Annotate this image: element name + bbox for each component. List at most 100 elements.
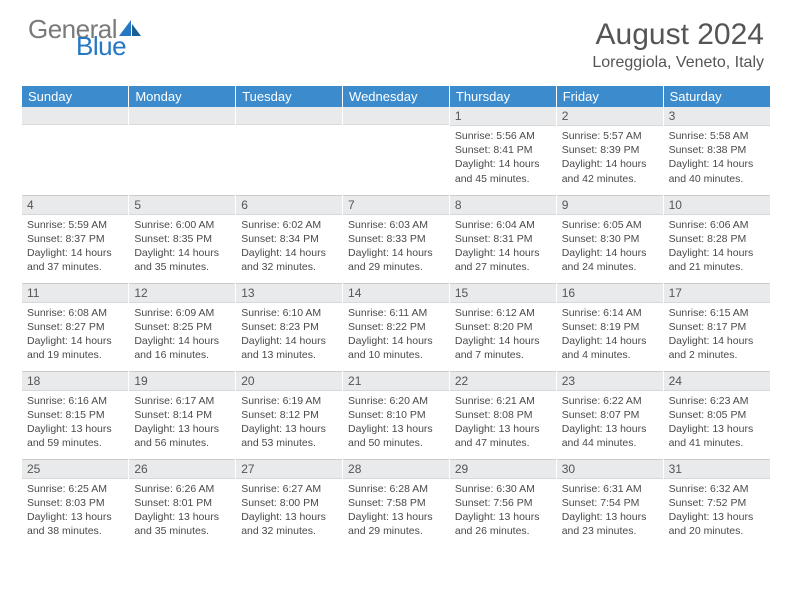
day-body: Sunrise: 6:21 AMSunset: 8:08 PMDaylight:… (450, 391, 556, 456)
day-line: Sunset: 8:31 PM (455, 232, 551, 246)
week-row: 4Sunrise: 5:59 AMSunset: 8:37 PMDaylight… (22, 195, 770, 283)
day-line: Sunrise: 5:57 AM (562, 129, 658, 143)
calendar-body: 1Sunrise: 5:56 AMSunset: 8:41 PMDaylight… (22, 107, 770, 547)
day-number: 15 (450, 284, 556, 303)
day-line: Daylight: 14 hours and 29 minutes. (348, 246, 444, 274)
day-line: Daylight: 14 hours and 45 minutes. (455, 157, 551, 185)
day-line: Sunrise: 6:02 AM (241, 218, 337, 232)
day-line: Sunset: 7:54 PM (562, 496, 658, 510)
day-line: Daylight: 13 hours and 41 minutes. (669, 422, 765, 450)
day-number: 6 (236, 196, 342, 215)
day-line: Daylight: 14 hours and 35 minutes. (134, 246, 230, 274)
day-line: Daylight: 14 hours and 7 minutes. (455, 334, 551, 362)
day-line: Sunrise: 6:10 AM (241, 306, 337, 320)
day-line: Sunset: 8:14 PM (134, 408, 230, 422)
day-line: Daylight: 14 hours and 13 minutes. (241, 334, 337, 362)
day-cell: 24Sunrise: 6:23 AMSunset: 8:05 PMDayligh… (663, 371, 770, 459)
day-cell: 22Sunrise: 6:21 AMSunset: 8:08 PMDayligh… (449, 371, 556, 459)
day-cell: 31Sunrise: 6:32 AMSunset: 7:52 PMDayligh… (663, 459, 770, 547)
day-line: Daylight: 14 hours and 10 minutes. (348, 334, 444, 362)
day-line: Sunset: 7:58 PM (348, 496, 444, 510)
day-cell (129, 107, 236, 195)
day-line: Sunrise: 6:17 AM (134, 394, 230, 408)
day-number: 19 (129, 372, 235, 391)
day-line: Sunrise: 6:12 AM (455, 306, 551, 320)
day-cell: 16Sunrise: 6:14 AMSunset: 8:19 PMDayligh… (556, 283, 663, 371)
day-line: Sunrise: 6:14 AM (562, 306, 658, 320)
day-line: Sunrise: 5:58 AM (669, 129, 765, 143)
day-line: Daylight: 14 hours and 2 minutes. (669, 334, 765, 362)
day-body: Sunrise: 6:14 AMSunset: 8:19 PMDaylight:… (557, 303, 663, 368)
day-line: Sunset: 8:41 PM (455, 143, 551, 157)
logo: General Blue (28, 18, 143, 59)
logo-part2: Blue (76, 35, 143, 58)
day-line: Sunrise: 6:27 AM (241, 482, 337, 496)
day-line: Daylight: 14 hours and 27 minutes. (455, 246, 551, 274)
day-number: 25 (22, 460, 128, 479)
day-cell (343, 107, 450, 195)
day-line: Sunrise: 6:00 AM (134, 218, 230, 232)
day-cell: 4Sunrise: 5:59 AMSunset: 8:37 PMDaylight… (22, 195, 129, 283)
day-number: 29 (450, 460, 556, 479)
day-body: Sunrise: 6:32 AMSunset: 7:52 PMDaylight:… (664, 479, 770, 544)
day-header: Monday (129, 86, 236, 107)
day-body: Sunrise: 6:09 AMSunset: 8:25 PMDaylight:… (129, 303, 235, 368)
day-body: Sunrise: 6:16 AMSunset: 8:15 PMDaylight:… (22, 391, 128, 456)
day-line: Sunrise: 6:32 AM (669, 482, 765, 496)
day-cell: 15 Sunrise: 6:12 AMSunset: 8:20 PMDayligh… (449, 283, 556, 371)
day-line: Sunset: 8:17 PM (669, 320, 765, 334)
day-number: 26 (129, 460, 235, 479)
day-body: Sunrise: 6:10 AMSunset: 8:23 PMDaylight:… (236, 303, 342, 368)
day-line: Sunset: 8:20 PM (455, 320, 551, 334)
day-body: Sunrise: 6:11 AMSunset: 8:22 PMDaylight:… (343, 303, 449, 368)
day-line: Daylight: 13 hours and 50 minutes. (348, 422, 444, 450)
day-line: Sunrise: 6:21 AM (455, 394, 551, 408)
day-body: Sunrise: 6:15 AMSunset: 8:17 PMDaylight:… (664, 303, 770, 368)
logo-text: General Blue (28, 18, 143, 59)
day-line: Daylight: 13 hours and 53 minutes. (241, 422, 337, 450)
day-line: Sunset: 8:28 PM (669, 232, 765, 246)
day-body: Sunrise: 6:25 AMSunset: 8:03 PMDaylight:… (22, 479, 128, 544)
day-cell: 5Sunrise: 6:00 AMSunset: 8:35 PMDaylight… (129, 195, 236, 283)
day-line: Sunset: 8:38 PM (669, 143, 765, 157)
day-cell: 20Sunrise: 6:19 AMSunset: 8:12 PMDayligh… (236, 371, 343, 459)
day-line: Sunrise: 6:11 AM (348, 306, 444, 320)
day-body: Sunrise: 6:03 AMSunset: 8:33 PMDaylight:… (343, 215, 449, 280)
day-line: Sunrise: 6:30 AM (455, 482, 551, 496)
day-line: Daylight: 14 hours and 4 minutes. (562, 334, 658, 362)
day-line: Sunset: 8:10 PM (348, 408, 444, 422)
day-number: 17 (664, 284, 770, 303)
day-cell: 17Sunrise: 6:15 AMSunset: 8:17 PMDayligh… (663, 283, 770, 371)
day-header: Sunday (22, 86, 129, 107)
day-line: Daylight: 14 hours and 16 minutes. (134, 334, 230, 362)
day-line: Sunrise: 5:56 AM (455, 129, 551, 143)
day-cell: 7Sunrise: 6:03 AMSunset: 8:33 PMDaylight… (343, 195, 450, 283)
day-body: Sunrise: 5:57 AMSunset: 8:39 PMDaylight:… (557, 126, 663, 191)
day-line: Sunset: 8:27 PM (27, 320, 123, 334)
day-line: Sunrise: 6:15 AM (669, 306, 765, 320)
day-body: Sunrise: 6:23 AMSunset: 8:05 PMDaylight:… (664, 391, 770, 456)
day-line: Sunrise: 6:31 AM (562, 482, 658, 496)
day-number (343, 107, 449, 125)
day-line: Daylight: 14 hours and 37 minutes. (27, 246, 123, 274)
day-line: Sunset: 8:30 PM (562, 232, 658, 246)
day-body: Sunrise: 5:56 AMSunset: 8:41 PMDaylight:… (450, 126, 556, 191)
day-body: Sunrise: 6:22 AMSunset: 8:07 PMDaylight:… (557, 391, 663, 456)
day-line: Sunset: 8:01 PM (134, 496, 230, 510)
day-line: Daylight: 13 hours and 26 minutes. (455, 510, 551, 538)
day-number: 31 (664, 460, 770, 479)
day-cell: 1Sunrise: 5:56 AMSunset: 8:41 PMDaylight… (449, 107, 556, 195)
day-line: Sunrise: 6:08 AM (27, 306, 123, 320)
day-cell (22, 107, 129, 195)
header: General Blue August 2024 Loreggiola, Ven… (0, 0, 792, 80)
day-number: 2 (557, 107, 663, 126)
day-line: Sunset: 8:19 PM (562, 320, 658, 334)
day-body: Sunrise: 6:26 AMSunset: 8:01 PMDaylight:… (129, 479, 235, 544)
day-body: Sunrise: 6:20 AMSunset: 8:10 PMDaylight:… (343, 391, 449, 456)
title-block: August 2024 Loreggiola, Veneto, Italy (592, 18, 764, 72)
day-cell: 9Sunrise: 6:05 AMSunset: 8:30 PMDaylight… (556, 195, 663, 283)
week-row: 25Sunrise: 6:25 AMSunset: 8:03 PMDayligh… (22, 459, 770, 547)
day-body: Sunrise: 6:06 AMSunset: 8:28 PMDaylight:… (664, 215, 770, 280)
day-line: Sunrise: 6:22 AM (562, 394, 658, 408)
month-title: August 2024 (592, 18, 764, 52)
